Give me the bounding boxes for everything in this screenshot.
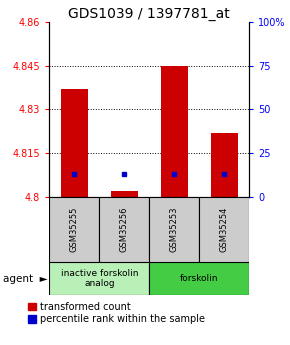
Bar: [110, 191, 138, 197]
Bar: [49, 197, 99, 262]
Title: GDS1039 / 1397781_at: GDS1039 / 1397781_at: [68, 7, 230, 21]
Bar: [149, 262, 249, 295]
Text: agent  ►: agent ►: [3, 274, 48, 284]
Legend: transformed count, percentile rank within the sample: transformed count, percentile rank withi…: [28, 302, 205, 324]
Text: GSM35253: GSM35253: [170, 207, 179, 252]
Bar: [211, 133, 238, 197]
Bar: [149, 197, 200, 262]
Bar: [49, 262, 149, 295]
Text: GSM35254: GSM35254: [220, 207, 229, 252]
Text: forskolin: forskolin: [180, 274, 219, 283]
Bar: [61, 89, 88, 197]
Bar: [200, 197, 249, 262]
Bar: [99, 197, 149, 262]
Bar: [161, 66, 188, 197]
Text: GSM35256: GSM35256: [120, 207, 129, 252]
Text: inactive forskolin
analog: inactive forskolin analog: [61, 269, 138, 288]
Text: GSM35255: GSM35255: [70, 207, 79, 252]
